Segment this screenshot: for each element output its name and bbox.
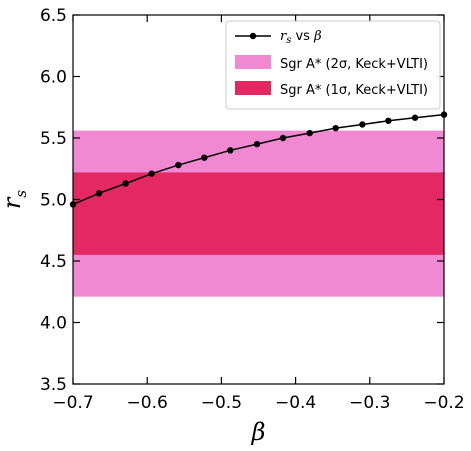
- x-tick-label: −0.2: [423, 393, 464, 413]
- legend-series-beta: β: [313, 29, 322, 44]
- legend-entry-series: rs vs β: [280, 29, 322, 46]
- y-tick-label: 5.0: [40, 191, 67, 211]
- series-point: [359, 121, 366, 128]
- series-point: [411, 114, 419, 121]
- series-point: [175, 161, 182, 169]
- x-axis-label: β: [251, 418, 266, 446]
- y-axis-label: rs: [0, 190, 30, 209]
- legend-box: [225, 20, 441, 110]
- legend-series-sub: s: [286, 35, 291, 46]
- x-tick-label: −0.7: [52, 393, 93, 413]
- series-point: [227, 147, 234, 154]
- series-layer: [69, 111, 448, 208]
- legend-swatch-2sigma: [235, 55, 271, 69]
- series-point: [253, 140, 261, 148]
- y-tick-label: 6.0: [40, 68, 67, 88]
- y-tick-label: 3.5: [40, 375, 67, 395]
- legend: rs vs β Sgr A* (2σ, Keck+VLTI) Sgr A* (1…: [225, 20, 441, 110]
- tick-marks: [72, 14, 445, 385]
- tick-labels: −0.7 −0.6 −0.5 −0.4 −0.3 −0.2 3.5 4.0 4.5 5.0 5.5 6…: [40, 6, 465, 413]
- series-point: [306, 129, 313, 137]
- legend-swatch-1sigma: [235, 81, 271, 95]
- y-tick-label: 6.5: [40, 6, 67, 26]
- y-tick-label: 4.5: [40, 252, 67, 272]
- confidence-bands: [73, 130, 444, 297]
- band-1sigma: [73, 172, 444, 255]
- series-point: [95, 190, 103, 197]
- y-tick-label: 5.5: [40, 129, 67, 149]
- series-point: [279, 134, 287, 142]
- series-point: [148, 170, 155, 177]
- series-point: [385, 117, 392, 124]
- legend-series-rest: vs: [291, 29, 314, 44]
- x-tick-label: −0.4: [275, 393, 316, 413]
- series-point: [122, 180, 129, 187]
- series-point: [201, 154, 208, 161]
- x-tick-label: −0.5: [201, 393, 242, 413]
- x-tick-label: −0.3: [349, 393, 390, 413]
- y-axis-label-main: r: [0, 196, 26, 209]
- y-tick-label: 4.0: [40, 314, 67, 334]
- legend-series-main: r: [280, 29, 287, 44]
- y-axis-label-sub: s: [12, 190, 30, 198]
- legend-dot-marker: [249, 32, 257, 40]
- legend-entry-1sigma: Sgr A* (1σ, Keck+VLTI): [280, 83, 428, 98]
- legend-entry-2sigma: Sgr A* (2σ, Keck+VLTI): [280, 57, 428, 72]
- x-tick-label: −0.6: [127, 393, 168, 413]
- series-point: [332, 124, 339, 132]
